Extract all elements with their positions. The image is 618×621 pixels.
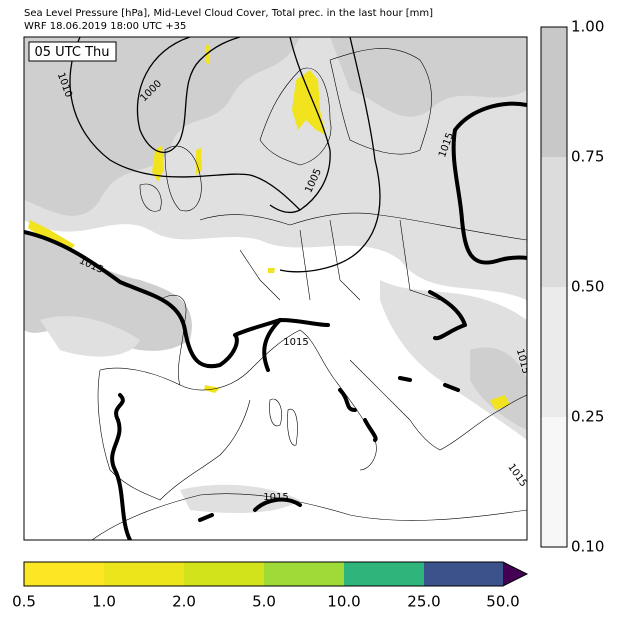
colorbar-tick-label: 10.0 [327, 593, 360, 611]
isobars [69, 37, 381, 273]
colorbar-tick-label: 0.10 [571, 538, 604, 556]
colorbar-tick-label: 25.0 [407, 593, 440, 611]
map: 1010 1000 1005 1015 1015 1015 1015 1015 … [24, 37, 527, 540]
cloud-colorbar: 1.00 0.75 0.50 0.25 0.10 [540, 18, 604, 556]
cloud-cover [24, 37, 527, 513]
colorbar-tick-label: 1.0 [92, 593, 116, 611]
subtitle: WRF 18.06.2019 18:00 UTC +35 [24, 21, 186, 32]
time-box [28, 41, 117, 62]
colorbar-tick-label: 0.25 [571, 408, 604, 426]
isobar-1015 [24, 101, 527, 540]
colorbar-tick-label: 5.0 [252, 593, 276, 611]
colorbar-tick-label: 50.0 [486, 593, 519, 611]
contour-label: 1015 [263, 492, 288, 503]
precip-colorbar: 0.5 1.0 2.0 5.0 10.0 25.0 50.0 [12, 561, 529, 611]
colorbar-tick-label: 0.5 [12, 593, 36, 611]
time-label: 05 UTC Thu [35, 45, 110, 60]
colorbar-tick-label: 1.00 [571, 18, 604, 36]
colorbar-tick-label: 2.0 [172, 593, 196, 611]
map-frame [23, 36, 528, 541]
title: Sea Level Pressure [hPa], Mid-Level Clou… [24, 8, 433, 19]
colorbar-tick-label: 0.75 [571, 148, 604, 166]
contour-label: 1015 [283, 337, 308, 348]
colorbar-tick-label: 0.50 [571, 278, 604, 296]
